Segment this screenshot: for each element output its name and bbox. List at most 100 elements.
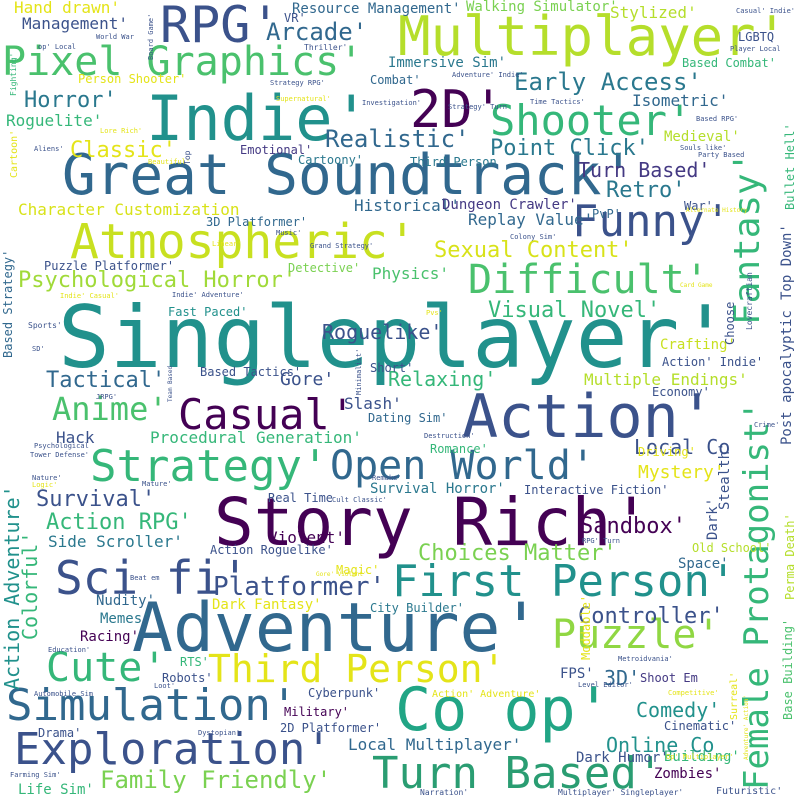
word-action-rpg: Action RPG': [46, 510, 192, 535]
word-sports: Sports': [28, 321, 62, 330]
word-replay-value: Replay Value': [468, 210, 594, 229]
word-puzzle: Puzzle': [552, 612, 721, 658]
word-jrpg: JRPG': [96, 393, 118, 401]
word-rpg-turn: RPG' Turn: [582, 537, 620, 545]
word-base-building: Base Building': [781, 618, 795, 720]
word-walking-simulator: Walking Simulator': [466, 0, 618, 15]
word-interactive-fiction: Interactive Fiction': [524, 483, 669, 497]
word-dungeon-crawler: Dungeon Crawler': [442, 197, 577, 213]
word-puzzle-platformer: Puzzle Platformer': [44, 259, 175, 273]
word-cartoon: Cartoon': [9, 129, 20, 178]
word-sandbox: Sandbox': [580, 514, 686, 539]
word-procedural-generation: Procedural Generation': [150, 428, 362, 447]
word-indie-casual: Indie' Casual': [60, 292, 120, 300]
word-great-soundtrack: Great Soundtrack': [62, 143, 636, 208]
word-surreal: Surreal': [729, 671, 740, 720]
word-family-friendly: Family Friendly': [100, 766, 332, 794]
word-stealth: Stealth': [717, 442, 733, 510]
word-cinematic: Cinematic': [664, 719, 737, 733]
word-2d: 2D': [410, 80, 504, 140]
word-hack: Hack: [56, 428, 95, 447]
word-medieval: Medieval': [664, 129, 740, 145]
word-multiplayer: Multiplayer': [398, 5, 789, 68]
word-immersive-sim: Immersive Sim': [388, 55, 507, 71]
word-pixel-graphics: Pixel Graphics': [2, 39, 364, 85]
word-anime: Anime': [52, 390, 168, 428]
word-gore: Gore': [280, 369, 335, 390]
word-3d-platformer: 3D Platformer': [206, 215, 308, 229]
word-economy: Economy': [652, 385, 710, 399]
word-op-local: op' Local: [38, 43, 76, 51]
word-controller: Controller': [578, 604, 724, 629]
word-nature: Nature': [32, 474, 62, 482]
word-cyberpunk: Cyberpunk': [308, 686, 381, 700]
word-rts: RTS': [180, 655, 209, 669]
word-strategy: Strategy': [90, 441, 329, 492]
word-city-builder: City Builder': [370, 601, 464, 615]
word-shoot-em: Shoot Em: [640, 671, 698, 685]
word-narration: Narration': [420, 788, 469, 797]
word-lore-rich: Lore Rich': [100, 127, 143, 135]
word-point-click: Point Click': [490, 136, 649, 161]
word-detective: Detective': [288, 261, 361, 275]
word-aliens: Aliens': [34, 145, 64, 153]
word-shooter: Shooter': [490, 96, 693, 145]
word-realistic: Realistic': [325, 125, 470, 153]
word-lovecraftian: Lovecraftian: [745, 272, 754, 330]
word-farming-sim: Farming Sim': [10, 771, 61, 779]
word-nudity: Nudity': [96, 593, 156, 609]
word-minimalist: Minimalist': [355, 348, 363, 395]
word-side-scroller: Side Scroller': [48, 532, 183, 551]
word-metroidvania: Metroidvania': [618, 655, 673, 663]
word-crime: Crime': [754, 421, 780, 429]
word-simulation: Simulation': [6, 680, 298, 731]
word-resource-management: Resource Management': [292, 1, 461, 17]
word-rpg: RPG': [160, 0, 281, 54]
word-tower-defense: Tower Defense': [30, 451, 90, 459]
word-sci-fi: Sci fi': [55, 551, 249, 605]
word-colorful: Colorful': [18, 531, 42, 640]
word-op-multiplayer: Op' Multiplayer': [666, 753, 734, 761]
word-indie-adventure: Indie' Adventure': [172, 291, 244, 299]
word-psychological: Psychological: [34, 442, 89, 450]
word-fps: FPS': [560, 666, 594, 682]
word-vr: VR': [284, 11, 306, 25]
word-survival-horror: Survival Horror': [370, 481, 505, 497]
word-player-local: Player Local: [730, 45, 781, 53]
word-strategy-rpg: Strategy RPG': [270, 79, 325, 87]
word-cult-classic: Cult Classic': [332, 496, 387, 504]
word-mature: Mature': [142, 480, 172, 488]
word-turn-based-small: Turn Based': [578, 158, 711, 182]
word-magic: Magic': [336, 563, 380, 577]
word-action-adventure-small: Action' Adventure': [432, 689, 541, 700]
word-grand-strategy: Grand Strategy': [310, 242, 374, 250]
word-souls-like: Souls like': [680, 144, 727, 152]
word-choices-matter: Choices Matter': [418, 541, 617, 566]
word-casual: Casual': [178, 390, 356, 439]
word-survival: Survival': [36, 487, 156, 512]
word-logic: Logic': [32, 481, 58, 489]
word-person-shooter: Person Shooter': [78, 72, 187, 86]
word-team-based: Team Based: [167, 365, 174, 402]
word-3d: 3D': [604, 666, 641, 690]
word-zombies: Zombies': [654, 766, 722, 782]
word-multiple-endings: Multiple Endings': [584, 370, 748, 389]
word-turn-based: Turn Based': [372, 748, 664, 799]
word-local-co: Local Co: [634, 435, 731, 459]
word-competitive: Competitive': [668, 689, 719, 697]
word-hand-drawn: Hand drawn': [14, 0, 120, 17]
word-action: Action': [462, 382, 715, 452]
word-slash: Slash': [344, 394, 402, 413]
word-moddable: Moddable': [579, 594, 593, 660]
word-based-rpg: Based RPG': [696, 115, 739, 123]
word-isometric: Isometric': [632, 91, 729, 110]
word-third-person: Third Person': [208, 647, 506, 691]
word-driving: Driving': [638, 445, 696, 459]
word-automobile-sim: Automobile Sim: [34, 690, 94, 698]
word-retro: Retro': [606, 178, 686, 203]
word-level-editor: Level Editor': [578, 681, 633, 689]
word-thriller: Thriller': [304, 43, 348, 52]
word-combat: Combat': [370, 73, 421, 87]
word-story-rich: Story Rich': [214, 484, 652, 561]
word-horror: Horror': [24, 88, 117, 113]
